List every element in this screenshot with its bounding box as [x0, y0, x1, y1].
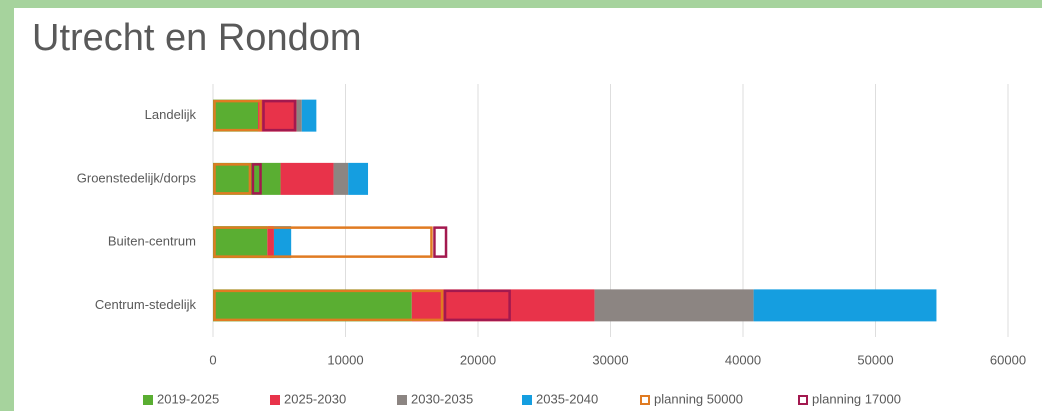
bar: [213, 226, 268, 259]
legend-label: 2035-2040: [536, 391, 598, 406]
x-tick-label: 20000: [460, 352, 496, 367]
bar: [348, 162, 369, 195]
legend-swatch: [270, 395, 280, 405]
x-tick-label: 50000: [857, 352, 893, 367]
bar: [267, 226, 274, 259]
bar: [273, 226, 292, 259]
bar: [301, 99, 317, 132]
bar: [594, 289, 754, 322]
legend-label: 2030-2035: [411, 391, 473, 406]
planning-bar: [251, 163, 262, 195]
bar: [411, 289, 595, 322]
bar: [213, 162, 281, 195]
x-tick-label: 40000: [725, 352, 761, 367]
y-tick-label: Buiten-centrum: [108, 234, 196, 249]
legend-swatch: [143, 395, 153, 405]
legend-label: planning 17000: [812, 391, 901, 406]
legend-label: 2019-2025: [157, 391, 219, 406]
planning-bar: [433, 226, 448, 258]
bar: [296, 99, 302, 132]
bar: [753, 289, 937, 322]
x-tick-label: 0: [209, 352, 216, 367]
bar: [213, 99, 259, 132]
bar: [280, 162, 334, 195]
legend-label: 2025-2030: [284, 391, 346, 406]
planning-bar: [213, 163, 252, 195]
legend-swatch: [397, 395, 407, 405]
x-tick-label: 30000: [592, 352, 628, 367]
x-tick-label: 10000: [327, 352, 363, 367]
legend-swatch: [640, 395, 650, 405]
chart-title: Utrecht en Rondom: [32, 17, 362, 59]
y-tick-label: Centrum-stedelijk: [95, 297, 197, 312]
planning-bar: [213, 99, 262, 132]
legend-label: planning 50000: [654, 391, 743, 406]
bar: [213, 289, 412, 322]
legend-swatch: [798, 395, 808, 405]
planning-bar: [213, 289, 444, 322]
panel: [14, 8, 1042, 411]
y-tick-label: Groenstedelijk/dorps: [77, 170, 197, 185]
bar: [333, 162, 349, 195]
y-tick-label: Landelijk: [145, 107, 197, 122]
planning-bar: [213, 226, 433, 258]
planning-bar: [443, 289, 511, 322]
planning-bar: [262, 99, 297, 132]
x-tick-label: 60000: [990, 352, 1026, 367]
legend-swatch: [522, 395, 532, 405]
